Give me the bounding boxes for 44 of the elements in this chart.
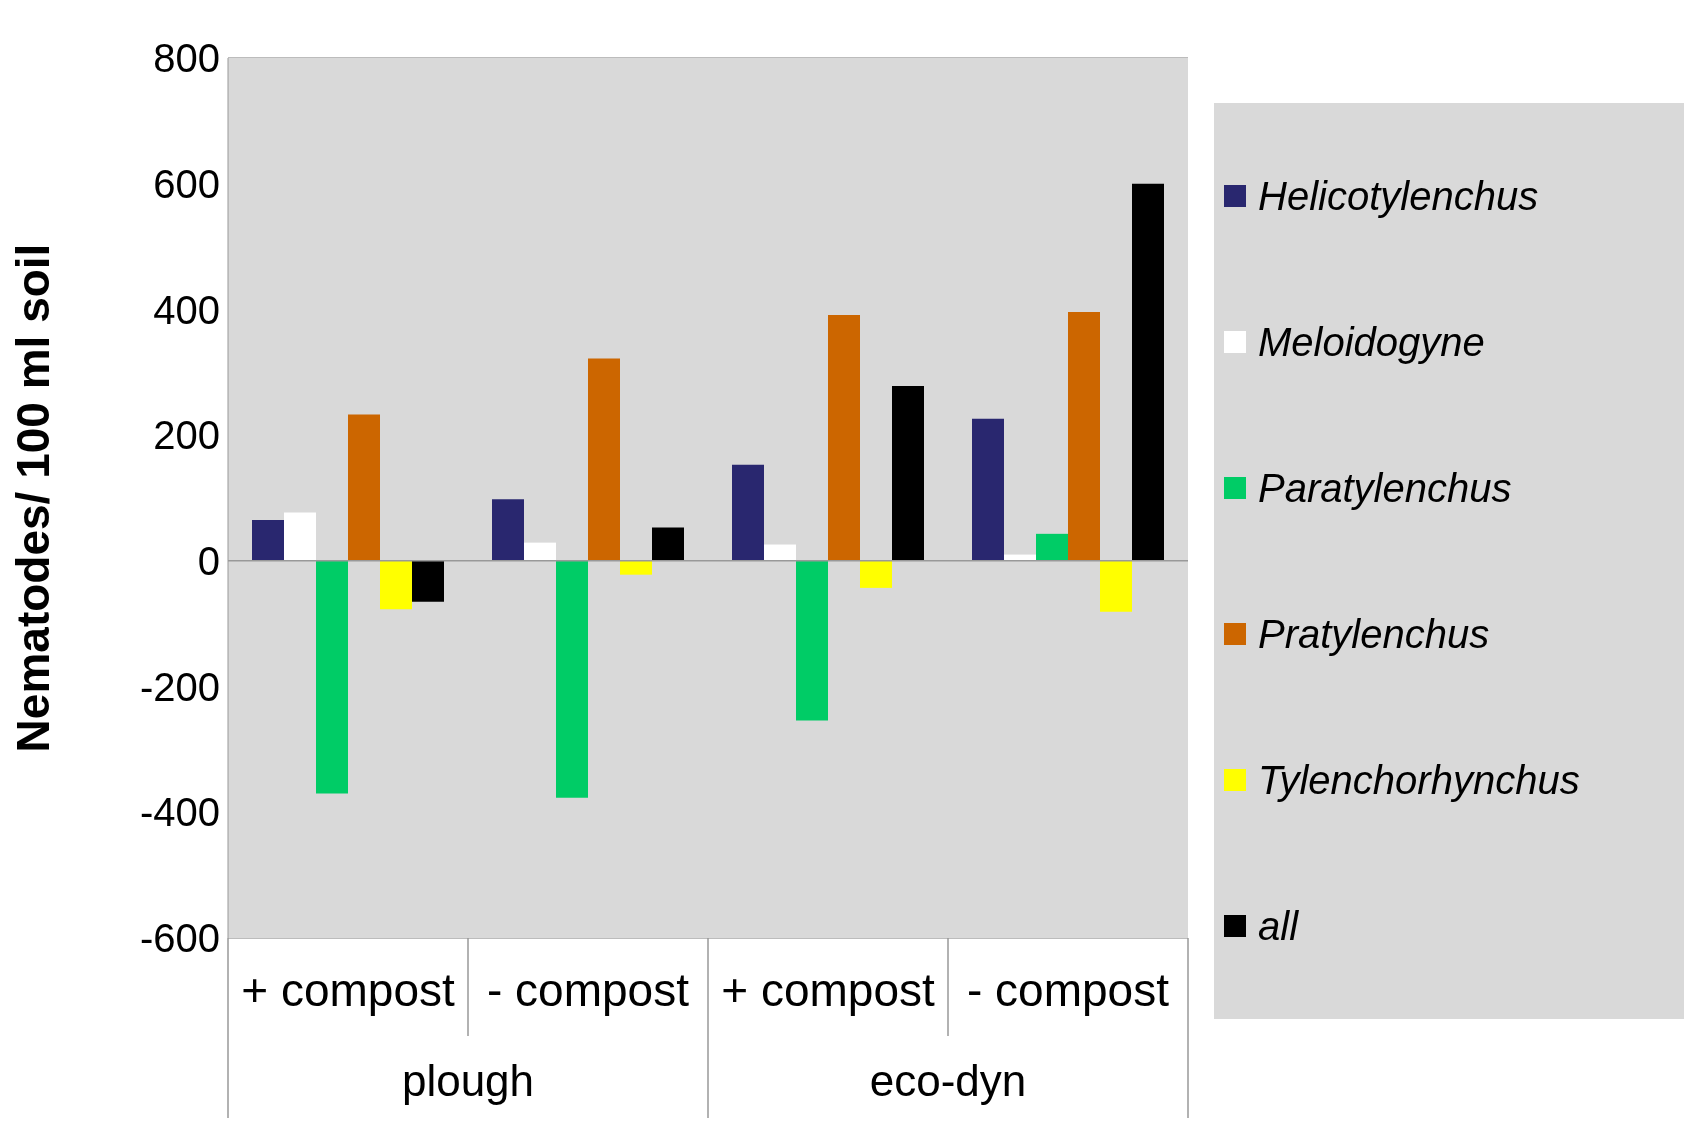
x-tick-label: - compost [967, 964, 1170, 1016]
bar [1068, 311, 1100, 561]
bar [860, 560, 892, 588]
legend-label: Tylenchorhynchus [1258, 757, 1580, 803]
y-tick-label: -600 [139, 916, 220, 961]
bar [412, 560, 444, 602]
bar [316, 560, 348, 794]
bar [892, 386, 924, 561]
bar [652, 527, 684, 561]
bar [556, 560, 588, 798]
bar [1100, 560, 1132, 612]
bar [1036, 533, 1068, 561]
x-tick-label: + compost [721, 964, 935, 1016]
y-axis-title: Nematodes/ 100 ml soil [7, 243, 60, 753]
bar [796, 560, 828, 721]
y-tick-label: 600 [153, 161, 220, 206]
y-tick-label: -200 [139, 664, 220, 709]
x-tick-label: + compost [241, 964, 455, 1016]
y-tick-label: 0 [197, 539, 220, 584]
bar [732, 464, 764, 561]
x-tick-label: - compost [487, 964, 690, 1016]
bar [588, 358, 620, 561]
legend-label: all [1258, 903, 1299, 949]
bar [828, 315, 860, 561]
bar [252, 520, 284, 561]
legend-label: Pratylenchus [1258, 611, 1490, 657]
y-tick-label: 800 [153, 36, 220, 81]
bar [380, 560, 412, 610]
bar [764, 544, 796, 561]
y-tick-label: 200 [153, 413, 220, 458]
bar [284, 512, 316, 561]
bar [492, 499, 524, 561]
legend-label: Meloidogyne [1258, 319, 1485, 365]
bar [972, 418, 1004, 561]
legend-label: Paratylenchus [1258, 465, 1512, 511]
y-tick-label: 400 [153, 287, 220, 332]
text: plough [401, 1056, 535, 1105]
bar [620, 560, 652, 575]
legend-label: Helicotylenchus [1258, 173, 1539, 219]
bar [1132, 183, 1164, 561]
y-tick-label: -400 [139, 790, 220, 835]
bar [348, 414, 380, 561]
bar [524, 542, 556, 561]
text: eco-dyn [869, 1056, 1027, 1105]
